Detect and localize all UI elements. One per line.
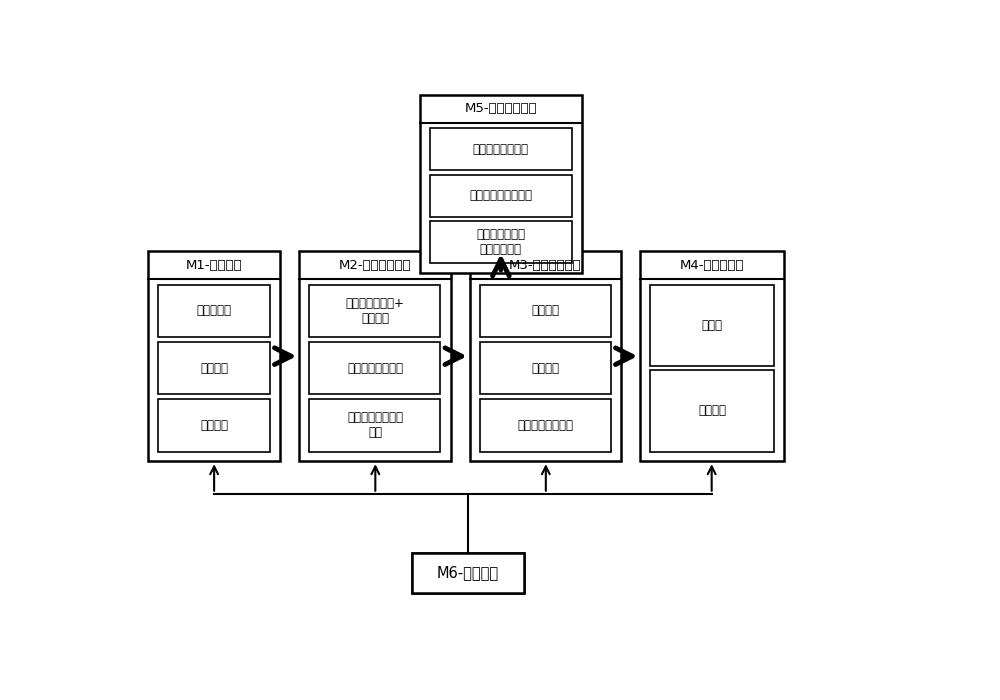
Bar [309,342,440,395]
Bar [470,251,621,461]
Text: 放大电路: 放大电路 [200,419,228,432]
Bar [309,284,440,337]
Bar [158,342,270,395]
Text: 用于特征计算的
人工神经网络: 用于特征计算的 人工神经网络 [476,228,525,256]
Text: 频域：间谐波含量: 频域：间谐波含量 [347,362,403,375]
Text: M2-特征提取模块: M2-特征提取模块 [339,258,411,272]
Text: 能量域：谐波功率
占比: 能量域：谐波功率 占比 [347,411,403,439]
Text: 告警装置: 告警装置 [698,405,726,417]
Bar [650,370,774,452]
Text: 时域：零区占比+
峰态系数: 时域：零区占比+ 峰态系数 [346,297,404,325]
Bar [412,553,524,594]
Bar [299,251,450,461]
Text: 用于分类的随机森林: 用于分类的随机森林 [469,189,532,202]
Text: 断路器: 断路器 [702,318,723,332]
Bar [640,251,784,461]
Bar [430,128,572,170]
Text: M6-电源模块: M6-电源模块 [440,561,496,573]
Text: 电流传感器: 电流传感器 [197,304,232,317]
Bar [480,284,611,337]
Text: M6-电源模块: M6-电源模块 [437,566,499,580]
Text: 机器算法离线训练: 机器算法离线训练 [473,143,529,155]
Text: M3-智能诊断模块: M3-智能诊断模块 [509,258,582,272]
Bar [650,284,774,366]
Text: 智能算法: 智能算法 [531,304,559,317]
Bar [412,553,524,594]
Bar [158,284,270,337]
Text: 按类进行特征计算: 按类进行特征计算 [517,419,573,432]
Text: M5-算法训练模块: M5-算法训练模块 [465,102,537,116]
Text: M4-断路器模块: M4-断路器模块 [680,258,744,272]
Text: 滤波电路: 滤波电路 [200,362,228,375]
Bar [480,342,611,395]
Bar [158,399,270,452]
Text: M1-采集模块: M1-采集模块 [186,258,242,272]
Text: M6-电源模块: M6-电源模块 [437,566,499,580]
Bar [420,94,582,273]
Bar [430,174,572,216]
Bar [480,399,611,452]
Bar [430,221,572,263]
Text: 波形分类: 波形分类 [531,362,559,375]
Bar [148,251,280,461]
Bar [309,399,440,452]
